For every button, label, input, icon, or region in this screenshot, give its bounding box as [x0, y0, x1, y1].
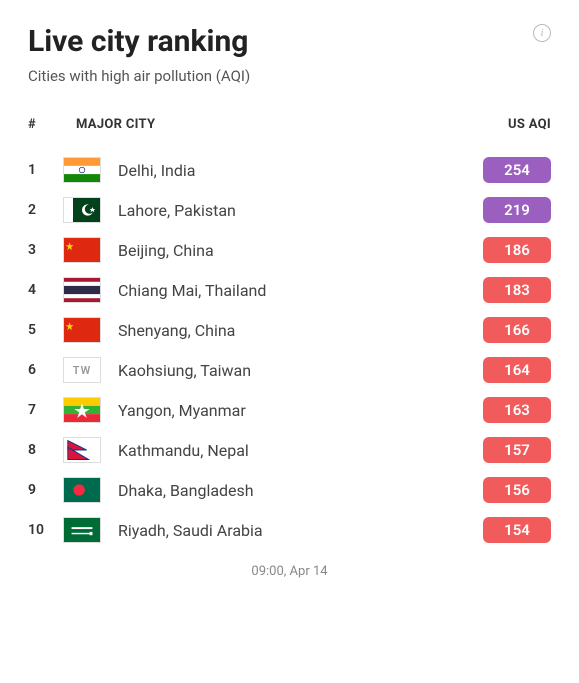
flag-cell: [58, 437, 106, 463]
flag-icon: [63, 397, 101, 423]
city-name: Riyadh, Saudi Arabia: [106, 521, 461, 540]
flag-icon: [63, 517, 101, 543]
flag-icon: [63, 437, 101, 463]
city-name: Yangon, Myanmar: [106, 401, 461, 420]
flag-cell: [58, 237, 106, 263]
info-icon[interactable]: i: [533, 24, 551, 42]
table-row[interactable]: 5 Shenyang, China 166: [28, 310, 551, 350]
aqi-cell: 164: [461, 357, 551, 383]
aqi-badge: 156: [483, 477, 551, 503]
city-name: Beijing, China: [106, 241, 461, 260]
flag-cell: [58, 517, 106, 543]
flag-cell: TW: [58, 357, 106, 383]
flag-icon: [63, 157, 101, 183]
aqi-cell: 219: [461, 197, 551, 223]
aqi-badge: 186: [483, 237, 551, 263]
rank-number: 10: [28, 522, 58, 538]
col-header-aqi: US AQI: [461, 117, 551, 132]
col-header-city: MAJOR CITY: [58, 117, 461, 132]
rank-number: 1: [28, 162, 58, 178]
page-title: Live city ranking: [28, 24, 248, 59]
city-name: Shenyang, China: [106, 321, 461, 340]
table-row[interactable]: 6 TW Kaohsiung, Taiwan 164: [28, 350, 551, 390]
flag-cell: [58, 197, 106, 223]
page-subtitle: Cities with high air pollution (AQI): [28, 67, 551, 85]
aqi-badge: 157: [483, 437, 551, 463]
aqi-cell: 156: [461, 477, 551, 503]
table-row[interactable]: 9 Dhaka, Bangladesh 156: [28, 470, 551, 510]
flag-cell: [58, 277, 106, 303]
rank-number: 7: [28, 402, 58, 418]
flag-cell: [58, 157, 106, 183]
table-row[interactable]: 4 Chiang Mai, Thailand 183: [28, 270, 551, 310]
table-row[interactable]: 2 Lahore, Pakistan 219: [28, 190, 551, 230]
city-name: Chiang Mai, Thailand: [106, 281, 461, 300]
flag-icon: [63, 197, 101, 223]
flag-icon: TW: [63, 357, 101, 383]
rank-number: 4: [28, 282, 58, 298]
rank-number: 9: [28, 482, 58, 498]
aqi-badge: 219: [483, 197, 551, 223]
table-row[interactable]: 7 Yangon, Myanmar 163: [28, 390, 551, 430]
flag-icon: [63, 237, 101, 263]
aqi-badge: 164: [483, 357, 551, 383]
city-name: Kaohsiung, Taiwan: [106, 361, 461, 380]
table-header: # MAJOR CITY US AQI: [28, 107, 551, 150]
aqi-cell: 157: [461, 437, 551, 463]
table-row[interactable]: 10 Riyadh, Saudi Arabia 154: [28, 510, 551, 550]
rank-number: 2: [28, 202, 58, 218]
flag-icon: [63, 317, 101, 343]
city-name: Lahore, Pakistan: [106, 201, 461, 220]
table-row[interactable]: 8 Kathmandu, Nepal 157: [28, 430, 551, 470]
flag-cell: [58, 317, 106, 343]
col-header-rank: #: [28, 117, 58, 132]
aqi-cell: 183: [461, 277, 551, 303]
rank-number: 8: [28, 442, 58, 458]
timestamp: 09:00, Apr 14: [28, 564, 551, 579]
city-name: Delhi, India: [106, 161, 461, 180]
aqi-badge: 166: [483, 317, 551, 343]
aqi-badge: 254: [483, 157, 551, 183]
flag-cell: [58, 477, 106, 503]
aqi-cell: 154: [461, 517, 551, 543]
rank-number: 5: [28, 322, 58, 338]
flag-cell: [58, 397, 106, 423]
city-name: Kathmandu, Nepal: [106, 441, 461, 460]
table-row[interactable]: 1 Delhi, India 254: [28, 150, 551, 190]
aqi-cell: 166: [461, 317, 551, 343]
table-row[interactable]: 3 Beijing, China 186: [28, 230, 551, 270]
aqi-cell: 186: [461, 237, 551, 263]
flag-icon: [63, 477, 101, 503]
ranking-table-body: 1 Delhi, India 254 2 Lahore, Pakistan 21…: [28, 150, 551, 550]
aqi-badge: 183: [483, 277, 551, 303]
rank-number: 6: [28, 362, 58, 378]
city-name: Dhaka, Bangladesh: [106, 481, 461, 500]
aqi-badge: 163: [483, 397, 551, 423]
aqi-badge: 154: [483, 517, 551, 543]
aqi-cell: 254: [461, 157, 551, 183]
rank-number: 3: [28, 242, 58, 258]
aqi-cell: 163: [461, 397, 551, 423]
flag-icon: [63, 277, 101, 303]
